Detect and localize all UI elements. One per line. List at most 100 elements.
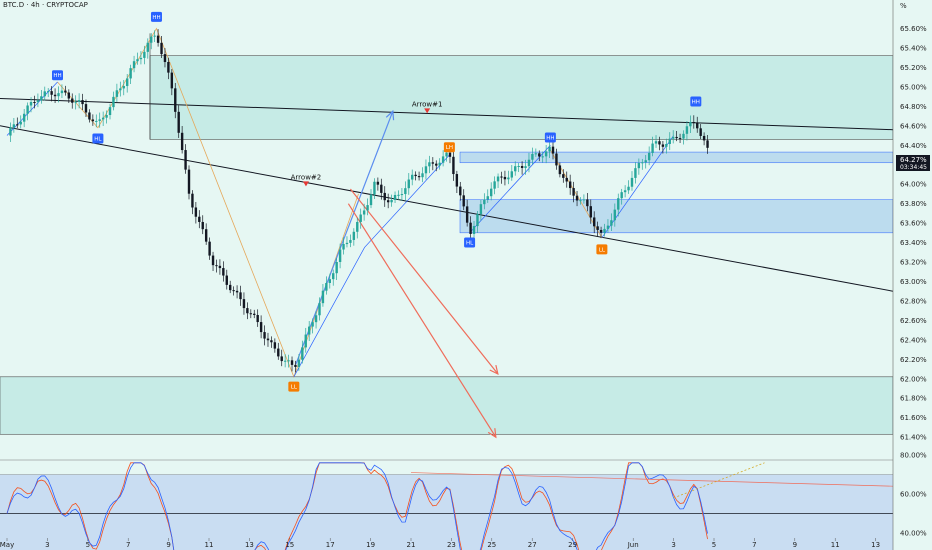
y-tick-label-1: 65.40% bbox=[900, 44, 927, 52]
arrow-down-red-2 bbox=[347, 203, 497, 438]
candle-body bbox=[160, 42, 163, 55]
candle-body bbox=[263, 332, 266, 339]
x-tick-label-5: 11 bbox=[205, 541, 214, 549]
candle-body bbox=[538, 153, 541, 157]
x-tick-label-17: 5 bbox=[712, 541, 716, 549]
x-tick-label-20: 11 bbox=[831, 541, 840, 549]
y-tick-label-12: 63.20% bbox=[900, 259, 927, 267]
demand-zone-upper bbox=[459, 151, 894, 164]
x-tick-label-16: 3 bbox=[671, 541, 675, 549]
candle-body bbox=[208, 241, 211, 256]
y-tick-label-21: 61.40% bbox=[900, 434, 927, 442]
candle-body bbox=[689, 122, 692, 127]
candle-body bbox=[170, 72, 174, 89]
candle-body bbox=[520, 166, 524, 168]
candle-body bbox=[496, 176, 500, 182]
annotation-marker-1 bbox=[302, 181, 309, 187]
candle-body bbox=[259, 322, 263, 333]
upper-trendline bbox=[0, 98, 894, 131]
candle-body bbox=[270, 340, 273, 343]
candle-body bbox=[414, 174, 417, 177]
candle-body bbox=[232, 290, 235, 292]
candle-body bbox=[503, 176, 507, 180]
candle-body bbox=[596, 226, 599, 230]
candle-body bbox=[167, 62, 170, 73]
candle-body bbox=[156, 35, 160, 43]
candle-body bbox=[692, 122, 695, 124]
candle-body bbox=[218, 265, 222, 269]
candle-body bbox=[575, 195, 579, 201]
candle-body bbox=[36, 100, 40, 103]
candle-body bbox=[572, 188, 575, 196]
candle-body bbox=[187, 169, 191, 194]
osc-y-tick-label-1: 60.00% bbox=[900, 491, 927, 499]
candle-body bbox=[555, 153, 558, 166]
candle-body bbox=[620, 192, 623, 199]
candle-body bbox=[229, 284, 232, 291]
candle-body bbox=[651, 143, 654, 153]
swing-path-blue-2 bbox=[293, 154, 450, 378]
candle-body bbox=[201, 221, 204, 230]
candle-body bbox=[644, 160, 647, 163]
candle-body bbox=[19, 121, 22, 125]
candle-body bbox=[452, 156, 455, 175]
candle-body bbox=[445, 152, 448, 157]
candle-body bbox=[514, 166, 517, 172]
candle-body bbox=[696, 122, 699, 129]
arrow-up-blue bbox=[295, 110, 394, 365]
candle-body bbox=[16, 124, 19, 126]
candle-body bbox=[290, 360, 294, 365]
candle-body bbox=[472, 226, 476, 234]
candle-body bbox=[53, 94, 57, 97]
candle-body bbox=[273, 342, 277, 349]
candle-body bbox=[143, 51, 146, 58]
y-tick-label-4: 64.80% bbox=[900, 103, 927, 111]
candle-body bbox=[153, 35, 156, 37]
swing-tag-7 bbox=[596, 244, 608, 255]
swing-tag-label-8: HH bbox=[692, 99, 700, 105]
candle-body bbox=[43, 91, 46, 97]
candle-body bbox=[579, 200, 582, 202]
candle-body bbox=[225, 275, 228, 285]
swing-tag-label-7: LL bbox=[599, 247, 606, 253]
candle-body bbox=[671, 136, 675, 139]
x-tick-label-3: 7 bbox=[126, 541, 130, 549]
candle-body bbox=[359, 214, 362, 222]
candle-body bbox=[369, 194, 373, 206]
candle-body bbox=[424, 166, 428, 174]
osc-y-tick-label-0: 80.00% bbox=[900, 452, 927, 460]
candle-body bbox=[493, 181, 496, 189]
candle-body bbox=[568, 181, 572, 189]
candle-body bbox=[630, 177, 634, 187]
candle-body bbox=[283, 360, 287, 362]
y-tick-label-18: 62.00% bbox=[900, 375, 927, 383]
price-axis-panel bbox=[893, 0, 932, 550]
candle-body bbox=[287, 360, 290, 362]
candle-body bbox=[668, 138, 671, 144]
candle-body bbox=[565, 177, 568, 182]
resistance-zone bbox=[149, 55, 894, 140]
candle-body bbox=[534, 153, 538, 155]
candle-body bbox=[177, 111, 180, 133]
arrow-down-red-2-head bbox=[487, 428, 497, 439]
y-tick-label-10: 63.60% bbox=[900, 220, 927, 228]
candle-body bbox=[318, 303, 321, 316]
swing-tag-6 bbox=[544, 132, 556, 143]
candle-body bbox=[599, 229, 603, 233]
candle-body bbox=[235, 290, 239, 293]
x-tick-label-10: 21 bbox=[407, 541, 416, 549]
y-tick-label-2: 65.20% bbox=[900, 64, 927, 72]
candle-body bbox=[417, 176, 421, 178]
candle-body bbox=[239, 292, 242, 300]
y-tick-label-9: 63.80% bbox=[900, 200, 927, 208]
y-tick-label-6: 64.40% bbox=[900, 142, 927, 150]
candle-body bbox=[411, 174, 414, 180]
candle-body bbox=[613, 209, 617, 221]
candle-body bbox=[50, 91, 53, 95]
candle-body bbox=[548, 146, 551, 152]
osc-trendline bbox=[410, 472, 894, 487]
x-tick-label-8: 17 bbox=[326, 541, 335, 549]
candle-body bbox=[246, 308, 249, 314]
arrow-down-red-1 bbox=[349, 188, 499, 375]
candle-body bbox=[60, 90, 64, 94]
